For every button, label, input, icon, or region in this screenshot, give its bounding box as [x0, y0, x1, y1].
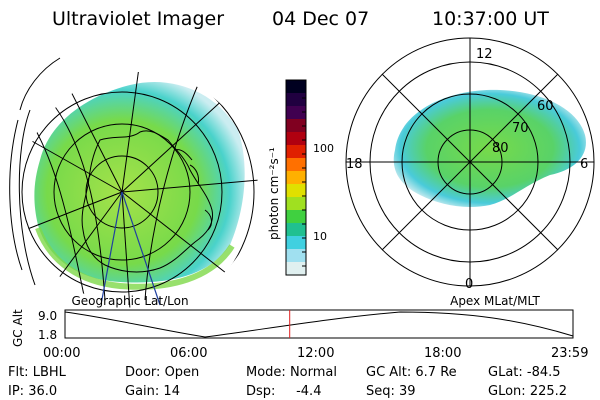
xtick-label: 06:00 — [170, 346, 207, 361]
info-glon: GLon: 225.2 — [488, 384, 568, 399]
info-gc-alt: GC Alt: 6.7 Re — [366, 365, 457, 380]
info-filter: Flt: LBHL — [8, 365, 66, 380]
colorbar-segment — [286, 158, 306, 172]
right-aurora-emission — [393, 89, 586, 207]
altitude-plot-frame — [64, 309, 574, 339]
mlat-label-80: 80 — [492, 141, 509, 156]
colorbar-segment — [286, 80, 306, 94]
info-glat: GLat: -84.5 — [488, 365, 561, 380]
colorbar-segment — [286, 210, 306, 224]
lat-circle — [21, 91, 223, 293]
colorbar — [285, 79, 307, 276]
time-label: 10:37:00 UT — [432, 8, 549, 30]
colorbar-segment — [286, 93, 306, 107]
info-ip: IP: 36.0 — [8, 384, 58, 399]
info-mode: Mode: Normal — [246, 365, 337, 380]
colorbar-tick-10: 10 — [313, 230, 327, 243]
altitude-plot: GC Alt 9.0 1.8 — [11, 309, 574, 347]
lat-circle — [53, 123, 191, 261]
left-panel-caption: Geographic Lat/Lon — [71, 294, 188, 308]
colorbar-segment — [286, 262, 306, 276]
colorbar-segment — [286, 106, 306, 120]
info-dsp: Dsp: -4.4 — [246, 384, 322, 399]
mlt-label-12: 12 — [476, 47, 493, 62]
altitude-ylabel: GC Alt — [11, 309, 25, 347]
lat-circle — [22, 72, 255, 308]
colorbar-segment — [286, 197, 306, 211]
mlat-label-60: 60 — [537, 99, 554, 114]
geographic-map-panel: Geographic Lat/Lon — [9, 57, 258, 308]
magnetic-polar-panel: 12 18 6 0 60 70 80 Apex MLat/MLT — [345, 37, 595, 308]
left-aurora-emission — [34, 82, 245, 283]
colorbar-segment — [286, 132, 306, 146]
xtick-label: 00:00 — [43, 346, 80, 361]
colorbar-segment — [286, 223, 306, 237]
info-gain: Gain: 14 — [125, 384, 180, 399]
altitude-ytick-top: 9.0 — [38, 309, 57, 323]
colorbar-unit-label: photon cm⁻²s⁻¹ — [267, 147, 281, 240]
right-panel-caption: Apex MLat/MLT — [450, 294, 540, 308]
xtick-label: 18:00 — [424, 346, 461, 361]
mlt-label-0: 0 — [465, 277, 473, 292]
mlat-label-70: 70 — [512, 121, 529, 136]
colorbar-segment — [286, 119, 306, 133]
colorbar-tick-100: 100 — [313, 142, 334, 155]
colorbar-segment — [286, 171, 306, 185]
altitude-xticks: 00:00 06:00 12:00 18:00 23:59 — [43, 346, 588, 361]
coastline — [81, 130, 214, 273]
colorbar-segment — [286, 249, 306, 263]
info-seq: Seq: 39 — [366, 384, 416, 399]
colorbar-segment — [286, 184, 306, 198]
mlt-diagonal — [381, 73, 559, 251]
altitude-curve — [64, 311, 574, 338]
colorbar-segment — [286, 145, 306, 159]
colorbar-segment — [286, 236, 306, 250]
meridians — [24, 72, 258, 308]
app-title: Ultraviolet Imager — [52, 8, 225, 30]
xtick-label: 23:59 — [551, 346, 588, 361]
xtick-label: 12:00 — [297, 346, 334, 361]
colorbar-frame — [285, 79, 307, 276]
altitude-ytick-bottom: 1.8 — [38, 328, 57, 342]
info-door: Door: Open — [125, 365, 200, 380]
mlt-label-6: 6 — [580, 157, 588, 172]
date-label: 04 Dec 07 — [272, 8, 370, 30]
mlt-label-18: 18 — [346, 157, 363, 172]
